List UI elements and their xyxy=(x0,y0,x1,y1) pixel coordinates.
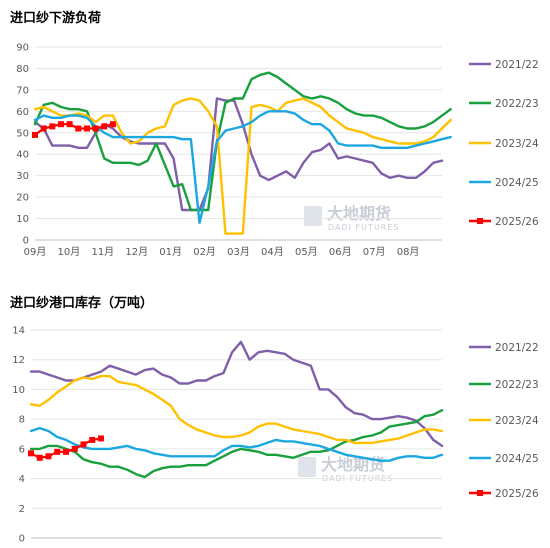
y-tick-label: 10 xyxy=(12,385,25,396)
x-tick-label: 08月 xyxy=(397,246,420,258)
y-tick-label: 80 xyxy=(16,64,29,75)
legend-label: 2025/26 xyxy=(495,488,539,500)
legend-label: 2021/22 xyxy=(495,342,539,354)
data-point xyxy=(101,123,108,130)
data-point xyxy=(40,125,47,132)
watermark-icon xyxy=(304,206,322,226)
y-tick-label: 90 xyxy=(16,43,29,54)
y-tick-label: 8 xyxy=(19,415,25,426)
x-tick-label: 01月 xyxy=(159,246,182,258)
data-point xyxy=(28,450,34,457)
y-tick-label: 70 xyxy=(16,85,29,96)
x-tick-label: 05月 xyxy=(295,246,318,258)
x-tick-label: 10月 xyxy=(58,246,81,258)
y-tick-label: 2 xyxy=(19,504,25,515)
chart-load: 进口纱下游负荷 大地期货 DADI FUTURES 0 10 20 30 40 50 60 7… xyxy=(10,10,539,258)
series-line-2023-24 xyxy=(29,374,444,445)
data-point xyxy=(45,453,52,460)
chart-stock: 进口纱港口库存（万吨） 大地期货 DADI FUTURES 0246810121… xyxy=(10,295,539,548)
data-point xyxy=(80,441,87,448)
legend-label: 2023/24 xyxy=(495,415,539,427)
y-tick-label: 0 xyxy=(19,534,25,545)
x-tick-label: 02月 xyxy=(193,246,216,258)
series-line-2023-24 xyxy=(33,97,452,235)
x-tick-label: 04月 xyxy=(261,246,284,258)
series-line-2024-25 xyxy=(29,426,444,462)
data-point xyxy=(109,121,116,128)
legend-marker xyxy=(477,490,483,496)
y-tick-label: 40 xyxy=(16,150,29,161)
data-point xyxy=(54,448,61,455)
y-tick-label: 20 xyxy=(16,193,29,204)
chart-title: 进口纱下游负荷 xyxy=(10,10,101,26)
y-tick-label: 4 xyxy=(19,474,25,485)
x-tick-label: 09月 xyxy=(24,246,47,258)
legend-marker xyxy=(477,218,483,224)
chart-title: 进口纱港口库存（万吨） xyxy=(10,295,153,311)
data-point xyxy=(92,125,99,132)
x-tick-label: 12月 xyxy=(125,246,148,258)
legend-label: 2021/22 xyxy=(495,59,539,71)
y-tick-label: 50 xyxy=(16,128,29,139)
watermark-logo: 大地期货 DADI FUTURES xyxy=(304,204,399,232)
legend-label: 2024/25 xyxy=(495,453,539,465)
series-line-2024-25 xyxy=(33,110,452,225)
y-tick-label: 10 xyxy=(16,214,29,225)
watermark-en: DADI FUTURES xyxy=(328,223,399,232)
data-point xyxy=(83,125,90,132)
data-point xyxy=(97,435,104,442)
legend-label: 2023/24 xyxy=(495,138,539,150)
legend-label: 2024/25 xyxy=(495,177,539,189)
y-tick-label: 12 xyxy=(12,355,25,366)
data-point xyxy=(75,125,82,132)
x-tick-label: 03月 xyxy=(227,246,250,258)
data-point xyxy=(89,436,96,443)
series-line-2022-23 xyxy=(33,71,452,212)
data-point xyxy=(66,121,73,128)
y-tick-label: 0 xyxy=(23,236,29,247)
data-point xyxy=(71,445,78,452)
x-tick-label: 07月 xyxy=(363,246,386,258)
legend-label: 2022/23 xyxy=(495,98,539,110)
y-tick-label: 14 xyxy=(12,326,25,337)
data-point xyxy=(32,131,38,138)
y-tick-label: 30 xyxy=(16,171,29,182)
watermark-cn: 大地期货 xyxy=(327,204,391,223)
y-tick-label: 6 xyxy=(19,444,25,455)
series-line-2021-22 xyxy=(29,340,444,448)
legend-label: 2025/26 xyxy=(495,216,539,228)
data-point xyxy=(36,454,43,461)
x-tick-label: 11月 xyxy=(91,246,114,258)
legend-label: 2022/23 xyxy=(495,379,539,391)
watermark-icon xyxy=(298,457,316,477)
data-point xyxy=(57,121,64,128)
data-point xyxy=(49,123,56,130)
series-line-2022-23 xyxy=(29,409,444,479)
data-point xyxy=(62,448,69,455)
series-line-2025-26 xyxy=(33,123,115,136)
y-tick-label: 60 xyxy=(16,107,29,118)
x-tick-label: 06月 xyxy=(329,246,352,258)
watermark-cn: 大地期货 xyxy=(321,455,385,474)
